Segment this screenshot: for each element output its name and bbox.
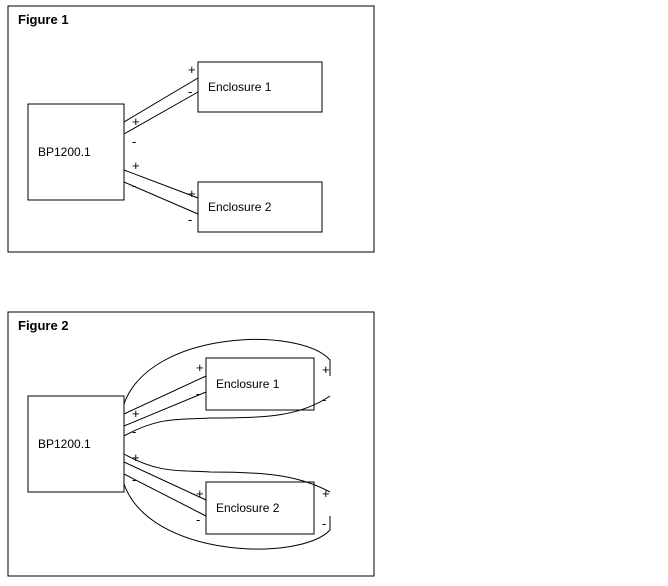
polarity-sign: - xyxy=(188,212,192,227)
polarity-sign: + xyxy=(188,186,196,201)
polarity-sign: - xyxy=(132,134,136,149)
wire-loop xyxy=(124,454,330,492)
polarity-sign: + xyxy=(322,486,330,501)
polarity-sign: + xyxy=(196,360,204,375)
enclosure-label: Enclosure 1 xyxy=(216,377,280,391)
enclosure-label: Enclosure 1 xyxy=(208,80,272,94)
source-label: BP1200.1 xyxy=(38,437,91,451)
polarity-sign: - xyxy=(188,84,192,99)
polarity-sign: - xyxy=(196,512,200,527)
polarity-sign: - xyxy=(322,516,326,531)
enclosure-label: Enclosure 2 xyxy=(216,501,280,515)
polarity-sign: + xyxy=(196,486,204,501)
figure-title: Figure 1 xyxy=(18,12,69,27)
wire-loop xyxy=(124,484,330,549)
figure-title: Figure 2 xyxy=(18,318,69,333)
polarity-sign: - xyxy=(132,178,136,193)
enclosure-label: Enclosure 2 xyxy=(208,200,272,214)
polarity-sign: - xyxy=(196,386,200,401)
polarity-sign: - xyxy=(132,472,136,487)
polarity-sign: + xyxy=(132,158,140,173)
source-label: BP1200.1 xyxy=(38,145,91,159)
polarity-sign: - xyxy=(322,392,326,407)
polarity-sign: + xyxy=(132,406,140,421)
polarity-sign: + xyxy=(132,450,140,465)
diagram-canvas: Figure 1 BP1200.1 Enclosure 1 Enclosure 2 + +… xyxy=(0,0,668,586)
polarity-sign: + xyxy=(188,62,196,77)
wire-loop xyxy=(124,339,330,404)
wire xyxy=(124,92,198,134)
polarity-sign: + xyxy=(322,362,330,377)
wire-loop xyxy=(124,396,330,436)
